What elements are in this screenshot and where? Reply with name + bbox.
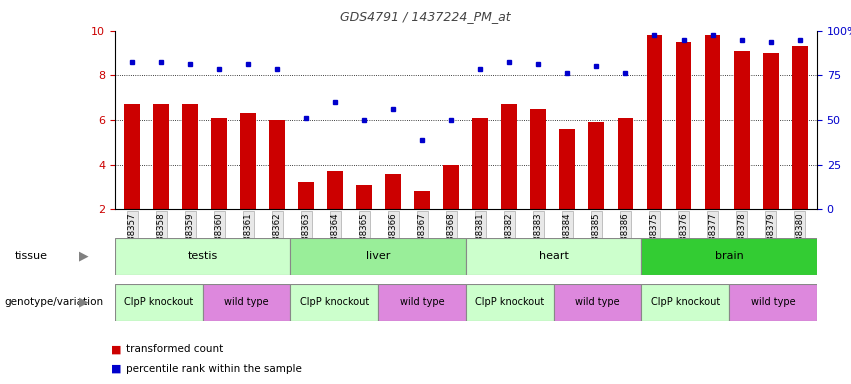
Bar <box>203 284 290 321</box>
Bar <box>378 284 466 321</box>
Bar <box>554 284 642 321</box>
Bar <box>299 182 314 209</box>
Bar <box>647 35 662 209</box>
Bar <box>642 284 729 321</box>
Bar <box>357 185 373 209</box>
Bar <box>729 284 817 321</box>
Bar <box>618 118 633 209</box>
Text: percentile rank within the sample: percentile rank within the sample <box>126 364 302 374</box>
Text: ■: ■ <box>111 364 121 374</box>
Bar <box>115 238 290 275</box>
Bar <box>466 284 554 321</box>
Bar <box>240 113 256 209</box>
Text: tissue: tissue <box>14 251 48 262</box>
Bar <box>705 35 721 209</box>
Bar <box>501 104 517 209</box>
Text: brain: brain <box>715 251 744 262</box>
Text: wild type: wild type <box>575 297 620 308</box>
Bar <box>386 174 402 209</box>
Bar <box>589 122 604 209</box>
Text: heart: heart <box>539 251 568 262</box>
Bar <box>115 284 203 321</box>
Bar <box>642 238 817 275</box>
Text: GDS4791 / 1437224_PM_at: GDS4791 / 1437224_PM_at <box>340 10 511 23</box>
Bar <box>328 171 343 209</box>
Text: liver: liver <box>366 251 391 262</box>
Text: ClpP knockout: ClpP knockout <box>124 297 193 308</box>
Bar <box>676 42 692 209</box>
Bar <box>472 118 488 209</box>
Bar <box>153 104 169 209</box>
Text: wild type: wild type <box>400 297 444 308</box>
Bar <box>791 46 808 209</box>
Bar <box>290 238 466 275</box>
Bar <box>443 165 460 209</box>
Bar <box>270 120 285 209</box>
Bar <box>734 51 750 209</box>
Bar <box>530 109 546 209</box>
Bar <box>466 238 642 275</box>
Text: genotype/variation: genotype/variation <box>4 297 103 308</box>
Bar <box>290 284 378 321</box>
Text: ClpP knockout: ClpP knockout <box>475 297 545 308</box>
Text: ▶: ▶ <box>78 250 89 263</box>
Text: testis: testis <box>187 251 218 262</box>
Text: ▶: ▶ <box>78 296 89 309</box>
Bar <box>762 53 779 209</box>
Text: wild type: wild type <box>751 297 796 308</box>
Text: ClpP knockout: ClpP knockout <box>300 297 368 308</box>
Text: ClpP knockout: ClpP knockout <box>651 297 720 308</box>
Text: ■: ■ <box>111 344 121 354</box>
Bar <box>182 104 198 209</box>
Bar <box>559 129 575 209</box>
Bar <box>414 192 431 209</box>
Bar <box>211 118 227 209</box>
Text: wild type: wild type <box>224 297 269 308</box>
Bar <box>124 104 140 209</box>
Text: transformed count: transformed count <box>126 344 223 354</box>
